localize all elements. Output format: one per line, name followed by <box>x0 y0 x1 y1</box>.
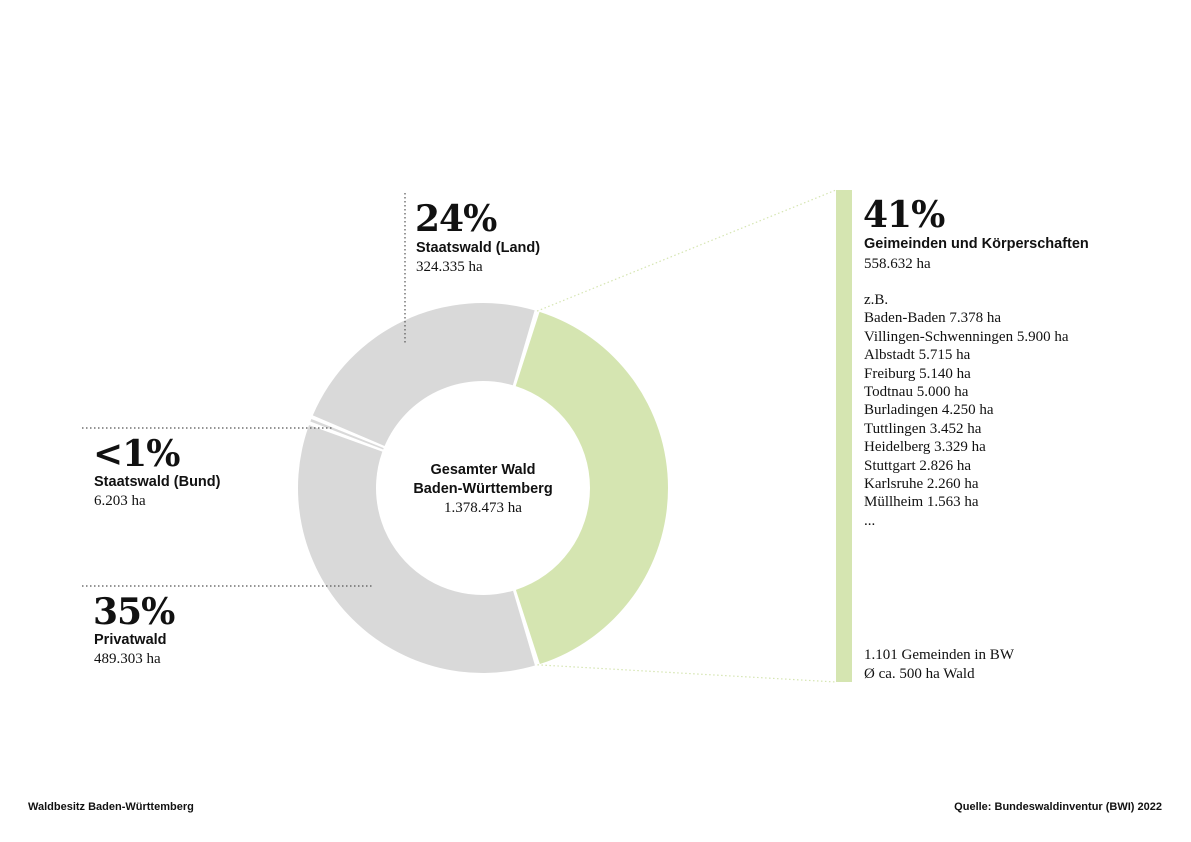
area-label-privat: 489.303 ha <box>94 651 161 667</box>
center-total: 1.378.473 ha <box>444 500 522 516</box>
donut-segment-gemeinden <box>515 311 669 665</box>
center-title-line1: Gesamter Wald <box>430 462 536 478</box>
list-item: Heidelberg 3.329 ha <box>864 439 986 456</box>
list-item: Albstadt 5.715 ha <box>864 347 971 364</box>
pct-label-land: 24% <box>415 198 497 240</box>
leader-line-gemeinden-bottom <box>537 664 837 683</box>
footnote-average: Ø ca. 500 ha Wald <box>864 666 975 682</box>
leader-line-gemeinden-top <box>536 189 837 312</box>
leader-lines <box>82 189 852 683</box>
list-item: Stuttgart 2.826 ha <box>864 457 972 474</box>
pct-label-bund: <1% <box>93 433 180 475</box>
examples-list: z.B. Baden-Baden 7.378 ha Villingen-Schw… <box>864 291 1068 530</box>
list-item: Villingen-Schwenningen 5.900 ha <box>864 328 1069 345</box>
list-item: Tuttlingen 3.452 ha <box>864 420 982 437</box>
list-item: Karlsruhe 2.260 ha <box>864 476 979 493</box>
donut-segments <box>298 303 669 673</box>
footnote-municipalities: 1.101 Gemeinden in BW <box>864 647 1014 663</box>
footer-source: Quelle: Bundeswaldinventur (BWI) 2022 <box>954 801 1162 813</box>
area-label-land: 324.335 ha <box>416 259 483 275</box>
category-label-land: Staatswald (Land) <box>416 240 541 256</box>
list-item: Müllheim 1.563 ha <box>864 494 979 511</box>
pct-label-gemeinden: 41% <box>863 194 945 236</box>
donut-segment-privat <box>298 425 535 673</box>
donut-segment-land <box>312 303 535 447</box>
examples-ellipsis: ... <box>864 512 876 529</box>
list-item: Burladingen 4.250 ha <box>864 402 994 419</box>
area-label-bund: 6.203 ha <box>94 493 146 509</box>
pct-label-privat: 35% <box>93 591 175 633</box>
list-item: Baden-Baden 7.378 ha <box>864 310 1002 327</box>
center-title-line2: Baden-Württemberg <box>413 481 553 497</box>
category-label-bund: Staatswald (Bund) <box>94 474 221 490</box>
donut-center-label: Gesamter Wald Baden-Württemberg 1.378.47… <box>383 461 583 517</box>
footer-title: Waldbesitz Baden-Württemberg <box>28 801 194 813</box>
examples-intro: z.B. <box>864 292 889 308</box>
list-item: Todtnau 5.000 ha <box>864 384 969 401</box>
category-label-privat: Privatwald <box>94 632 167 648</box>
category-label-gemeinden: Geimeinden und Körperschaften <box>864 236 1089 252</box>
list-item: Freiburg 5.140 ha <box>864 365 971 382</box>
gemeinden-detail-bar <box>836 190 852 682</box>
donut-segment-bund <box>310 419 384 450</box>
area-label-gemeinden: 558.632 ha <box>864 256 931 272</box>
